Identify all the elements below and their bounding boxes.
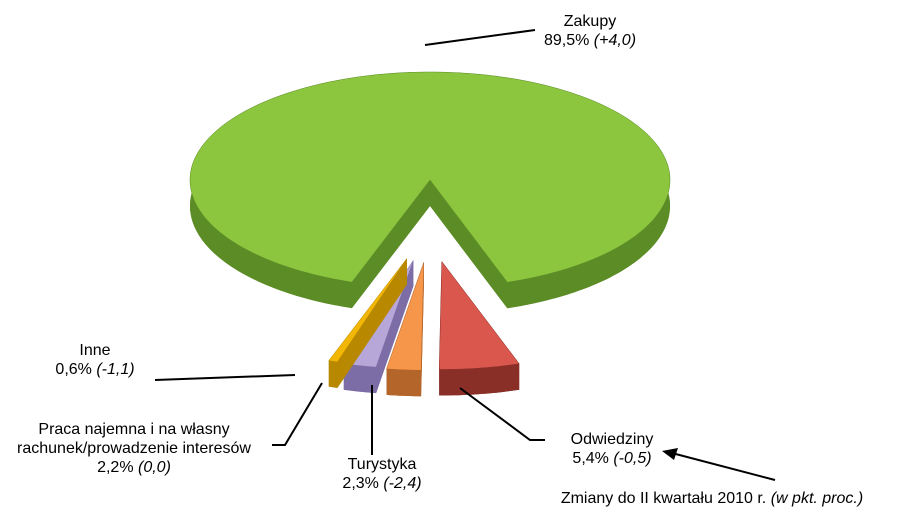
slices [189,71,671,397]
value-label: 0,6% [55,361,92,378]
leader-line [154,374,296,381]
slice-side [351,180,430,309]
category-label: Praca najemna i na własny rachunek/prowa… [17,421,251,457]
slice-side [430,180,508,309]
category-label: Turystyka [347,456,417,473]
leader-line [424,29,536,46]
slice-side [439,363,520,396]
value-label: 2,3% [342,475,379,492]
note-text: Zmiany do II kwartału 2010 r. [560,490,767,507]
value-label: 2,2% [97,459,134,476]
note-unit: (w pkt. proc.) [770,490,864,507]
arrow-head [662,448,678,460]
leader-line [459,387,545,441]
slice-side [386,368,422,397]
slice-side [328,258,407,387]
change-label: (-2,4) [383,475,422,492]
note-arrow [667,451,776,481]
label: Praca najemna i na własny rachunek/prowa… [9,420,259,477]
value-label: 89,5% [543,32,590,49]
slice [328,258,408,363]
category-label: Odwiedziny [570,431,654,448]
category-label: Zakupy [563,13,617,30]
change-label: (0,0) [138,459,171,476]
leader-line [272,382,323,446]
label: Zakupy 89,5% (+4,0) [544,12,636,50]
note: Zmiany do II kwartału 2010 r. (w pkt. pr… [561,489,863,508]
label: Odwiedziny 5,4% (-0,5) [571,430,654,468]
leader-lines [154,29,776,481]
label: Turystyka 2,3% (-2,4) [342,455,421,493]
change-label: (+4,0) [593,32,637,49]
label: Inne 0,6% (-1,1) [55,341,134,379]
change-label: (-1,1) [96,361,135,378]
value-label: 5,4% [572,450,609,467]
slice [438,260,520,370]
category-label: Inne [79,342,111,359]
change-label: (-0,5) [613,450,652,467]
slice [189,71,671,283]
slice [386,262,425,371]
